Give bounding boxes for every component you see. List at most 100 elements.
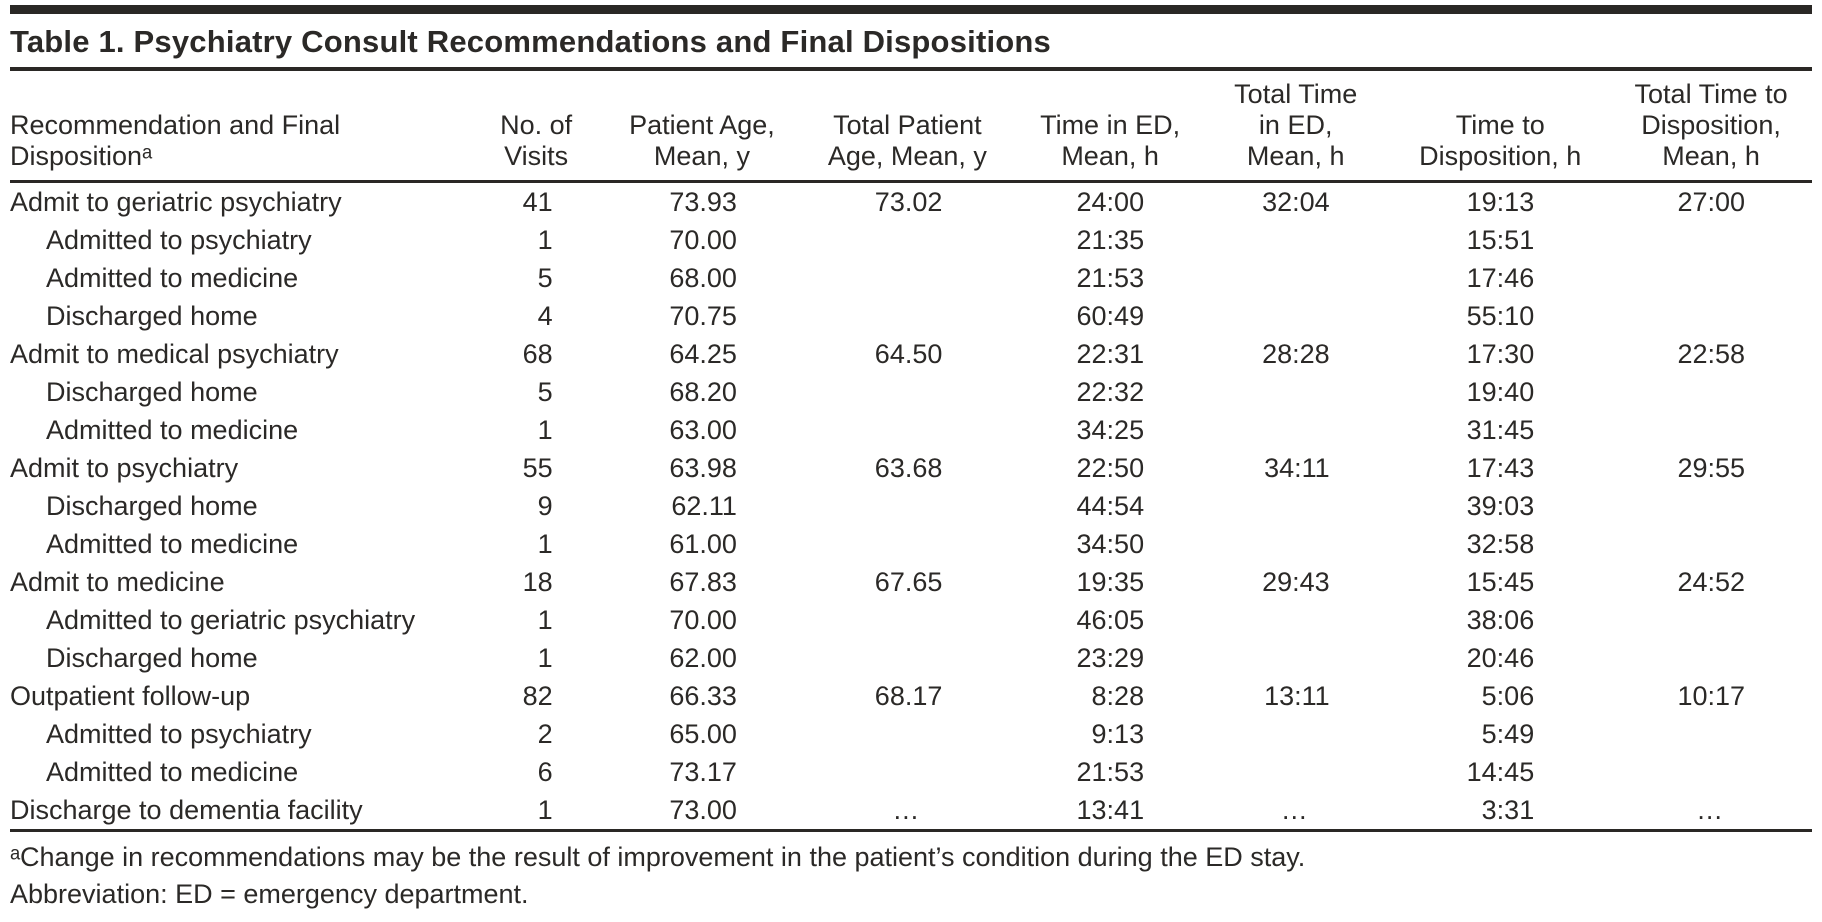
cell-value: 9:13 — [1091, 718, 1145, 749]
cell-total_time_ed — [1201, 221, 1390, 259]
cell-time_dispo: 31:45 — [1390, 411, 1610, 449]
column-header-line: Mean, h — [1246, 141, 1345, 171]
cell-visits: 1 — [464, 639, 608, 677]
column-header-label: Recommendation and Final Dispositionᵃ — [10, 71, 465, 183]
column-header-time_dispo: Time to Disposition, h — [1390, 71, 1611, 183]
cell-total_age: 68.17 — [796, 677, 1019, 715]
cell-total_time_dispo: 22:58 — [1610, 335, 1812, 373]
table-row: Admit to medical psychiatry 68 64.25 64.50 2… — [10, 335, 1812, 373]
cell-value: 73.02 — [874, 186, 943, 217]
cell-value: 6 — [537, 756, 553, 787]
cell-visits: 2 — [464, 715, 608, 753]
cell-visits: 68 — [464, 335, 608, 373]
cell-total_time_ed — [1201, 297, 1390, 335]
table-footnotes: ᵃChange in recommendations may be the re… — [10, 832, 1812, 922]
cell-value: 18 — [522, 566, 553, 597]
cell-age: 61.00 — [608, 525, 795, 563]
cell-value: 67.65 — [874, 566, 943, 597]
cell-visits: 1 — [464, 525, 608, 563]
cell-time_ed: 21:53 — [1019, 753, 1201, 791]
cell-value: 68.20 — [669, 376, 737, 407]
column-header-line: No. of — [500, 110, 573, 140]
row-label: Admit to medicine — [10, 566, 225, 597]
cell-time_dispo: 5:49 — [1390, 715, 1610, 753]
cell-value: 23:29 — [1076, 642, 1145, 673]
cell-value: 8:28 — [1091, 680, 1145, 711]
cell-visits: 4 — [464, 297, 608, 335]
cell-total_time_ed: 13:11 — [1201, 677, 1390, 715]
cell-time_dispo: 55:10 — [1390, 297, 1610, 335]
cell-total_time_dispo — [1610, 715, 1812, 753]
column-header-line: Total Time to — [1634, 79, 1788, 109]
cell-value: 22:32 — [1076, 376, 1145, 407]
cell-time_dispo: 17:30 — [1390, 335, 1610, 373]
cell-total_time_ed: 28:28 — [1201, 335, 1390, 373]
column-header-line: Time in ED, — [1040, 110, 1181, 140]
table-row: Admitted to medicine 5 68.00 21:53 17:46 — [10, 259, 1812, 297]
row-label: Discharge to dementia facility — [10, 794, 363, 825]
cell-age: 73.17 — [608, 753, 795, 791]
cell-total_time_dispo — [1610, 753, 1812, 791]
cell-value: 34:50 — [1076, 528, 1145, 559]
cell-age: 73.00 — [608, 791, 795, 831]
cell-value: 1 — [537, 224, 553, 255]
cell-visits: 41 — [464, 182, 608, 222]
cell-total_time_ed — [1201, 373, 1390, 411]
cell-value: 10:17 — [1677, 680, 1746, 711]
cell-time_dispo: 17:43 — [1390, 449, 1610, 487]
table-row: Discharged home 1 62.00 23:29 20:46 — [10, 639, 1812, 677]
cell-age: 63.00 — [608, 411, 795, 449]
cell-age: 62.00 — [608, 639, 795, 677]
cell-value: 62.00 — [669, 642, 737, 673]
cell-value: 39:03 — [1466, 490, 1535, 521]
column-header-line: Mean, h — [1061, 141, 1159, 171]
row-label: Admit to medical psychiatry — [10, 338, 339, 369]
column-header-total_time_ed: Total Time in ED, Mean, h — [1201, 71, 1391, 183]
table-row: Discharge to dementia facility 1 73.00 … 13:… — [10, 791, 1812, 831]
cell-total_age — [796, 411, 1019, 449]
table-row: Admitted to medicine 1 63.00 34:25 31:45 — [10, 411, 1812, 449]
cell-value: 44:54 — [1076, 490, 1145, 521]
cell-time_ed: 23:29 — [1019, 639, 1201, 677]
cell-value: 41 — [522, 186, 553, 217]
cell-time_dispo: 17:46 — [1390, 259, 1610, 297]
row-label: Admitted to psychiatry — [46, 718, 312, 749]
cell-value: 66.33 — [669, 680, 737, 711]
cell-value: 70.00 — [669, 604, 737, 635]
column-header-line: Total Patient — [833, 110, 982, 140]
table-row: Admitted to medicine 6 73.17 21:53 14:45 — [10, 753, 1812, 791]
cell-total_time_ed: 32:04 — [1201, 182, 1390, 222]
cell-total_time_ed — [1201, 753, 1390, 791]
cell-value: 1 — [537, 414, 553, 445]
column-header-visits: No. of Visits — [464, 71, 609, 183]
table-body: Admit to geriatric psychiatry 41 73.93 73.0… — [10, 182, 1812, 831]
cell-age: 66.33 — [608, 677, 795, 715]
cell-value: 55 — [522, 452, 553, 483]
cell-total_age — [796, 259, 1019, 297]
cell-visits: 18 — [464, 563, 608, 601]
cell-value: 31:45 — [1466, 414, 1535, 445]
cell-value: 19:13 — [1466, 186, 1535, 217]
cell-value: 65.00 — [669, 718, 737, 749]
data-table: Recommendation and Final Dispositionᵃ No. … — [10, 71, 1812, 832]
cell-total_time_ed — [1201, 487, 1390, 525]
cell-value: 73.93 — [669, 186, 737, 217]
cell-value: 2 — [537, 718, 553, 749]
cell-time_ed: 22:50 — [1019, 449, 1201, 487]
column-header-total_age: Total Patient Age, Mean, y — [795, 71, 1020, 183]
column-header-line: Age, Mean, y — [827, 141, 987, 171]
row-label: Discharged home — [46, 642, 258, 673]
row-label: Admitted to medicine — [46, 262, 299, 293]
cell-age: 70.75 — [608, 297, 795, 335]
cell-value: 5 — [537, 262, 553, 293]
column-header-time_ed: Time in ED, Mean, h — [1019, 71, 1202, 183]
cell-visits: 5 — [464, 259, 608, 297]
cell-time_ed: 21:35 — [1019, 221, 1201, 259]
table-row: Admit to psychiatry 55 63.98 63.68 22:50 34:1… — [10, 449, 1812, 487]
column-header-line: Total Time — [1234, 79, 1358, 109]
cell-time_ed: 9:13 — [1019, 715, 1201, 753]
cell-value: 34:11 — [1264, 452, 1330, 483]
cell-total_time_dispo: 10:17 — [1610, 677, 1812, 715]
row-label: Discharged home — [46, 300, 258, 331]
